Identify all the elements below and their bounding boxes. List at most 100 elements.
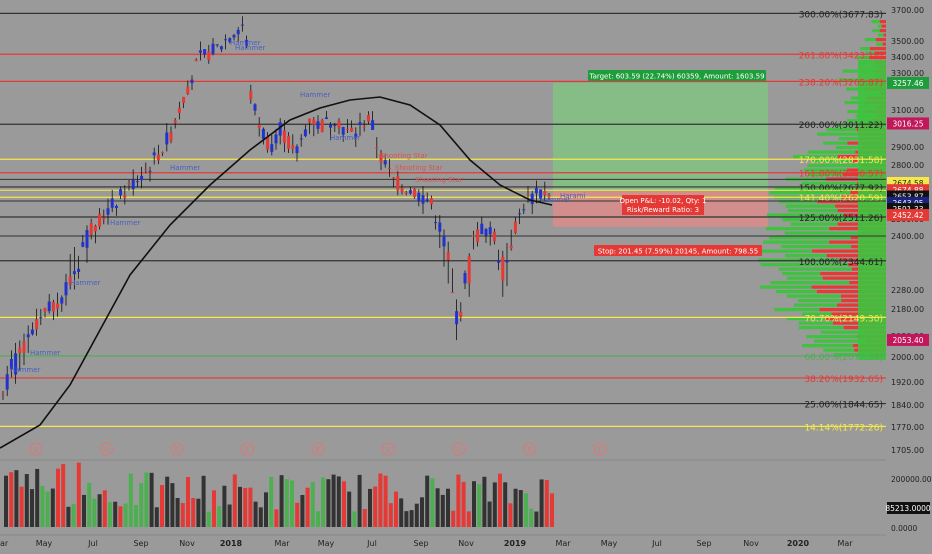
candle-body: [194, 59, 198, 62]
volume-bar: [414, 503, 419, 527]
candle-body: [446, 252, 450, 260]
candle-body: [5, 374, 9, 390]
candle-body: [308, 118, 312, 123]
candle-body: [509, 245, 513, 249]
volume-bar: [165, 476, 170, 527]
price-tick-label: 2180.00: [891, 305, 924, 314]
volume-profile-bar: [829, 227, 886, 231]
volume-bar: [253, 501, 258, 527]
volume-profile-bar: [817, 200, 886, 204]
pattern-annotation: Hammer: [330, 134, 360, 142]
candle-body: [299, 138, 303, 140]
candle-body: [211, 43, 215, 54]
volume-profile-bar: [878, 33, 884, 37]
pattern-annotation: Hammer: [235, 44, 265, 52]
candle-body: [429, 198, 433, 205]
candle-body: [425, 199, 429, 201]
volume-bar: [9, 472, 14, 527]
volume-profile-bar: [823, 348, 855, 352]
candle-body: [228, 38, 232, 42]
candle-body: [156, 154, 160, 161]
price-tick-label: 3300.00: [891, 69, 924, 78]
volume-profile-bar: [787, 276, 823, 280]
candle-body: [47, 301, 51, 312]
volume-bar: [513, 488, 518, 527]
earnings-marker: [523, 442, 536, 456]
volume-bar: [45, 491, 50, 527]
pattern-annotation: Hammer: [170, 164, 200, 172]
candle-body: [333, 124, 337, 126]
volume-profile-bar: [806, 335, 858, 339]
volume-bar: [196, 498, 201, 527]
candle-body: [144, 169, 148, 171]
candle-body: [379, 153, 383, 163]
volume-profile-bar: [826, 128, 857, 132]
volume-bar: [331, 474, 336, 527]
volume-bar: [290, 480, 294, 527]
volume-bar: [191, 497, 196, 527]
volume-profile-bar: [822, 276, 886, 280]
volume-bar: [446, 488, 450, 527]
candle-body: [261, 128, 265, 139]
volume-profile-bar: [857, 56, 870, 60]
volume-bar: [212, 490, 216, 527]
candle-body: [60, 297, 64, 304]
volume-bar: [248, 487, 253, 527]
price-tick-label: 3700.00: [891, 6, 924, 15]
candle-body: [152, 152, 156, 156]
candle-body: [366, 115, 370, 122]
volume-profile-bar: [782, 272, 821, 276]
pattern-annotation: Shooting Star: [415, 176, 463, 184]
earnings-marker-label: E: [598, 446, 602, 454]
volume-bar: [518, 490, 523, 527]
volume-profile-bar: [812, 249, 886, 253]
volume-profile-bar: [802, 344, 853, 348]
candle-body: [522, 209, 526, 211]
candle-body: [488, 227, 492, 235]
volume-profile-bar: [834, 353, 871, 357]
earnings-marker: [382, 442, 395, 456]
volume-bar: [482, 476, 487, 527]
volume-profile-bar: [770, 281, 850, 285]
volume-profile-bar: [758, 258, 839, 262]
candle-body: [324, 117, 328, 120]
volume-bar: [440, 494, 445, 527]
candle-body: [362, 126, 366, 128]
volume-bar: [227, 504, 232, 527]
price-tick-label: 3400.00: [891, 53, 924, 62]
volume-profile-bar: [776, 290, 817, 294]
volume-bar: [373, 486, 378, 527]
fib-level-label: 60.00%(2077.94): [804, 353, 883, 363]
candle-body: [274, 134, 278, 144]
candle-body: [72, 271, 76, 275]
time-tick-label: May: [36, 539, 53, 548]
candle-body: [459, 312, 463, 318]
volume-bar: [238, 486, 242, 527]
fib-level-label: 161.80%(2756.57): [799, 170, 883, 180]
price-badge-label: 2053.40: [892, 336, 923, 345]
time-tick-label: Nov: [743, 539, 759, 548]
volume-bar: [534, 511, 539, 527]
volume-profile-bar: [810, 159, 852, 163]
volume-bar: [347, 491, 352, 527]
candle-body: [114, 205, 118, 208]
volume-bar: [4, 475, 8, 527]
candle-body: [257, 124, 261, 128]
candle-body: [102, 217, 106, 220]
volume-bar: [66, 506, 71, 527]
moving-average-line: [0, 96, 553, 449]
candle-body: [161, 152, 165, 154]
candle-body: [140, 175, 144, 181]
volume-profile-bar: [793, 303, 838, 307]
volume-bar: [154, 507, 159, 527]
candle-body: [119, 189, 123, 196]
candle-body: [173, 120, 177, 123]
volume-bar: [326, 479, 331, 527]
earnings-marker: [100, 442, 113, 456]
volume-bar: [310, 481, 315, 527]
volume-bar: [388, 503, 393, 527]
pattern-annotation: Hammer: [540, 196, 570, 204]
volume-bar: [336, 476, 341, 527]
